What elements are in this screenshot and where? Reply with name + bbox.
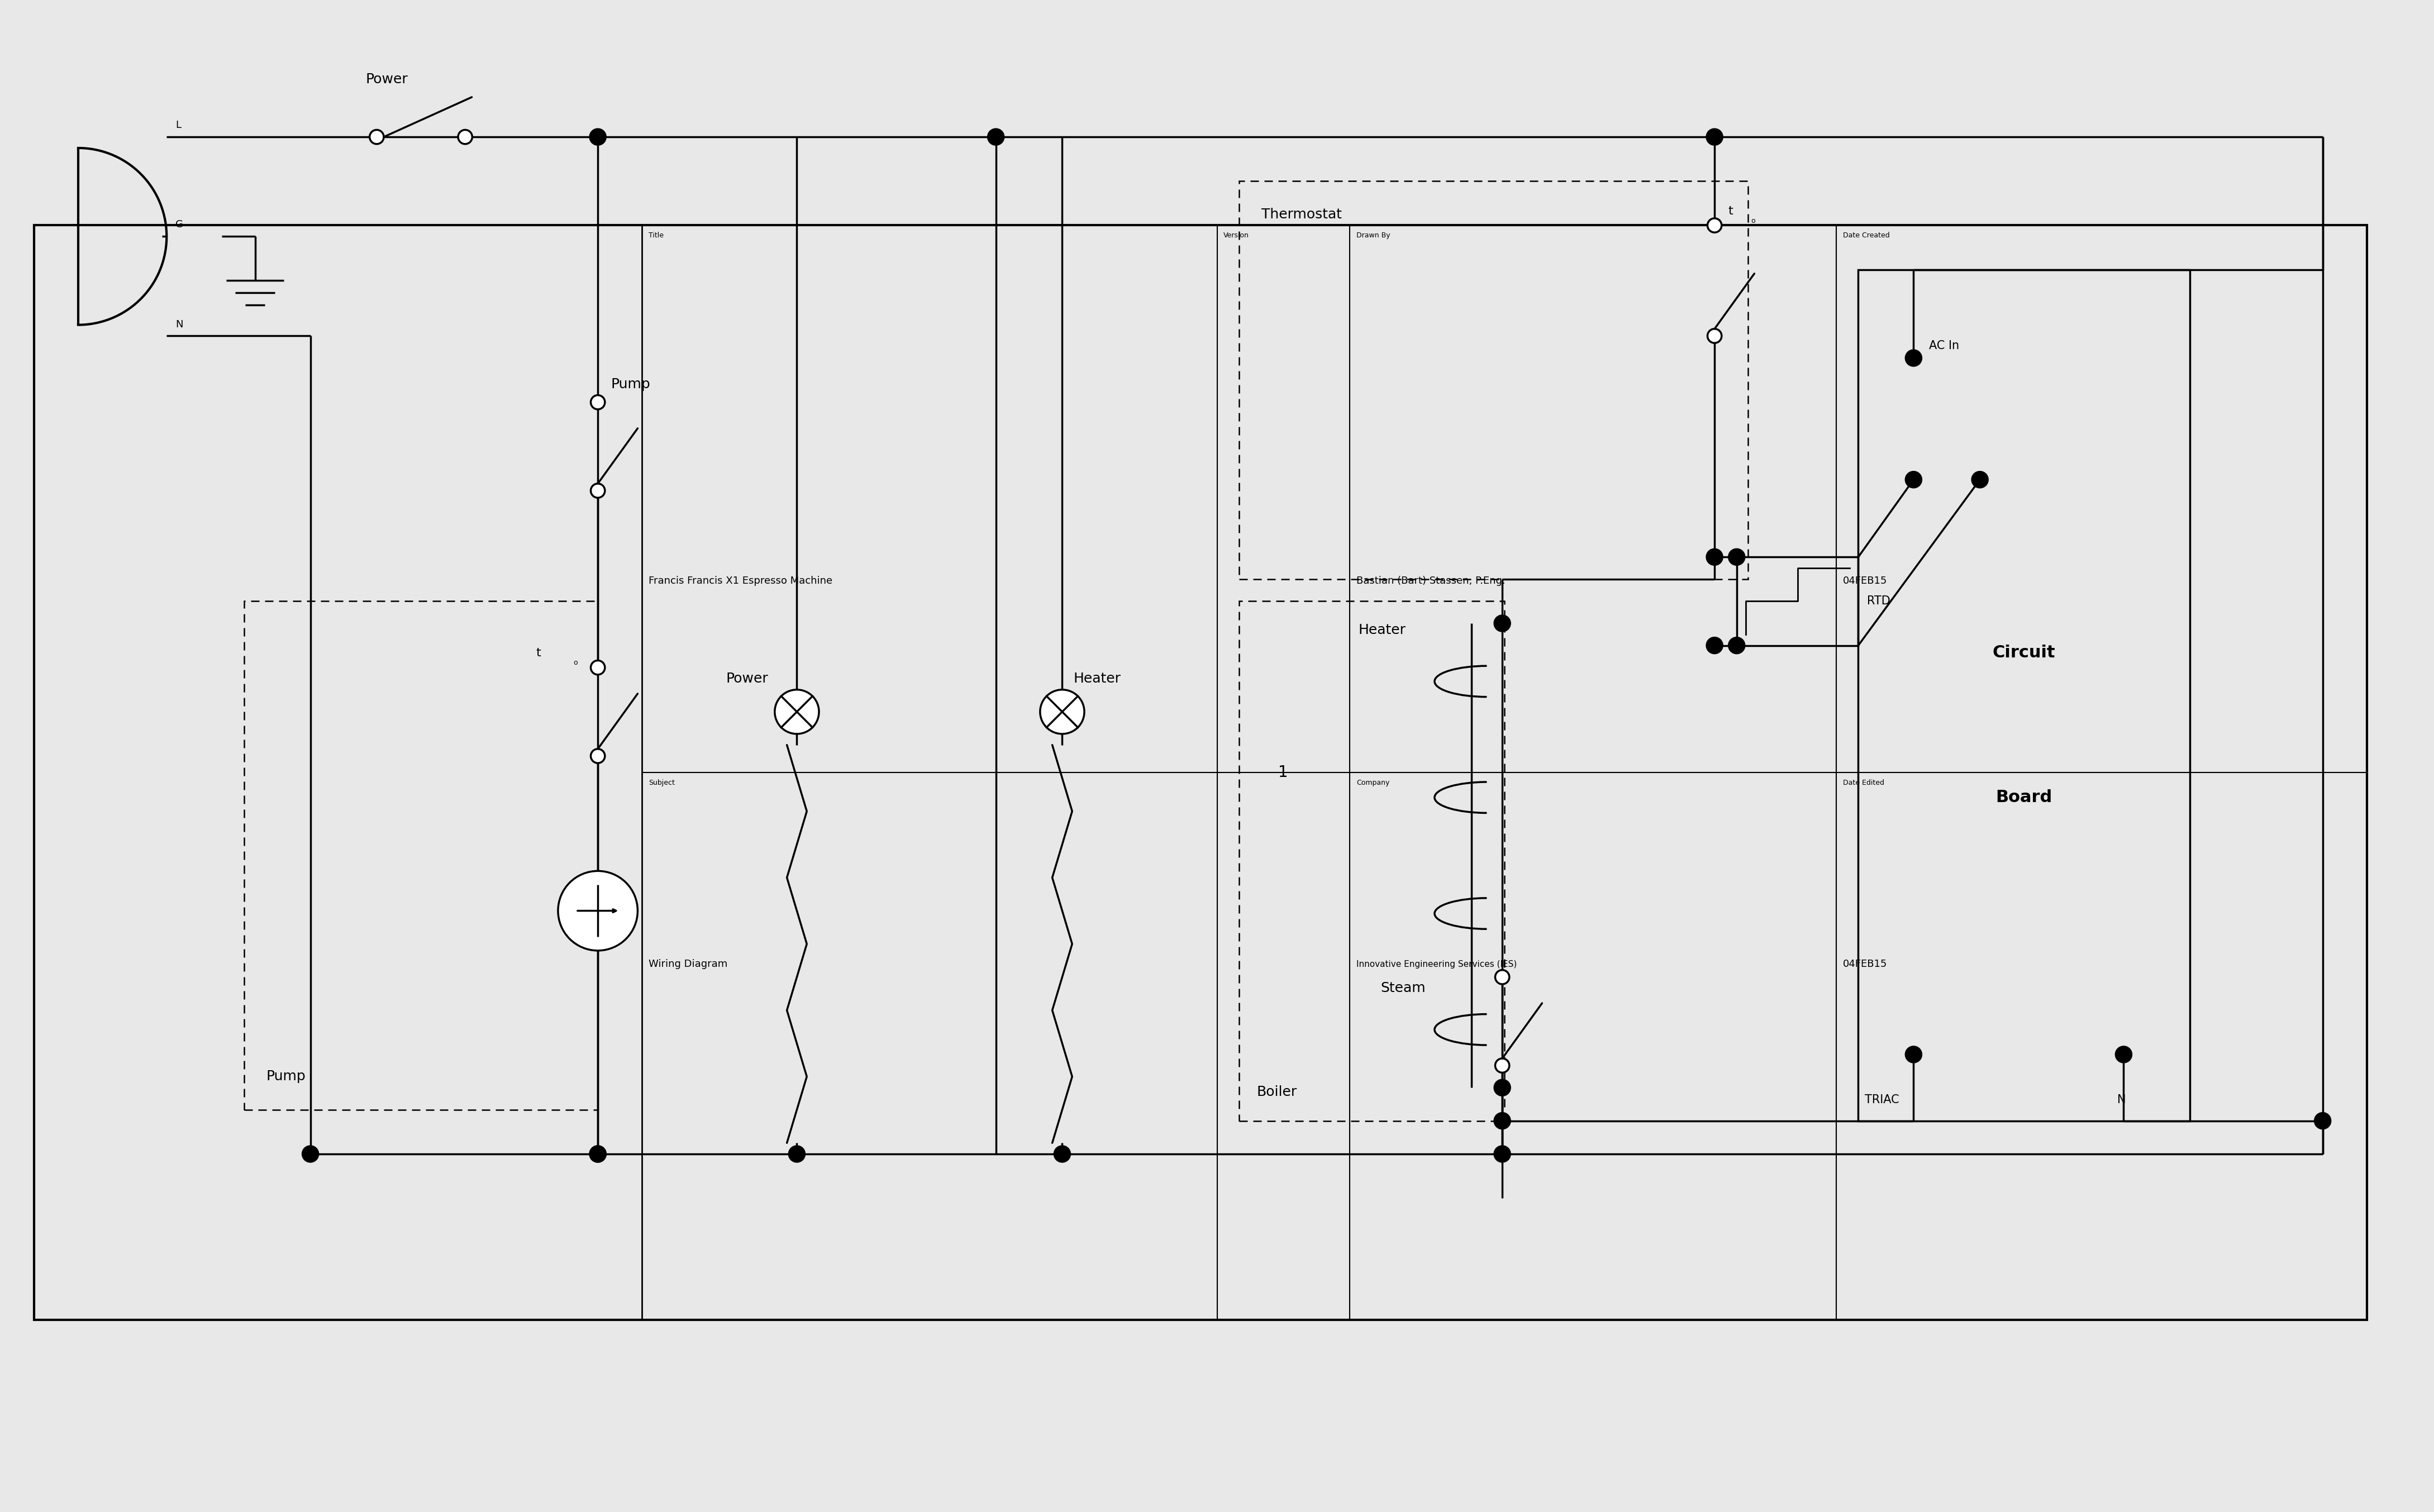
Circle shape <box>589 1146 606 1163</box>
Text: Drawn By: Drawn By <box>1356 231 1390 239</box>
Text: N: N <box>175 319 183 330</box>
Circle shape <box>1906 472 1923 488</box>
Circle shape <box>1706 637 1723 653</box>
Text: Date Edited: Date Edited <box>1843 779 1884 786</box>
Text: Innovative Engineering Services (IES): Innovative Engineering Services (IES) <box>1356 960 1516 968</box>
Text: Power: Power <box>725 671 769 685</box>
Circle shape <box>1709 328 1721 343</box>
Circle shape <box>789 1146 806 1163</box>
Text: N: N <box>2118 1095 2125 1105</box>
Text: 04FEB15: 04FEB15 <box>1843 576 1886 587</box>
Circle shape <box>589 1146 606 1163</box>
Circle shape <box>1906 1046 1923 1063</box>
Text: Steam: Steam <box>1380 981 1426 995</box>
Bar <box>1738 556 1857 646</box>
Circle shape <box>1706 129 1723 145</box>
Bar <box>643 225 2366 1320</box>
Circle shape <box>1494 971 1509 984</box>
Text: Title: Title <box>650 231 664 239</box>
Text: 04FEB15: 04FEB15 <box>1843 959 1886 969</box>
Bar <box>34 225 2366 1320</box>
Text: TRIAC: TRIAC <box>1864 1095 1899 1105</box>
Circle shape <box>591 395 606 410</box>
Text: Thermostat: Thermostat <box>1261 207 1341 221</box>
Text: Board: Board <box>1996 789 2052 806</box>
Circle shape <box>1039 689 1083 733</box>
Circle shape <box>1972 472 1989 488</box>
Text: o: o <box>1750 218 1755 224</box>
Bar <box>1857 269 2191 1120</box>
Circle shape <box>557 871 638 951</box>
Circle shape <box>370 130 385 144</box>
Text: Boiler: Boiler <box>1256 1086 1297 1099</box>
Circle shape <box>1906 349 1923 366</box>
Circle shape <box>2115 1046 2132 1063</box>
Circle shape <box>1494 615 1512 632</box>
Bar <box>1239 602 1504 1120</box>
Circle shape <box>591 748 606 764</box>
Text: Subject: Subject <box>650 779 674 786</box>
Circle shape <box>589 129 606 145</box>
Circle shape <box>1494 1113 1512 1129</box>
Circle shape <box>1494 1058 1509 1072</box>
Text: G: G <box>175 219 183 230</box>
Text: Company: Company <box>1356 779 1390 786</box>
Text: L: L <box>175 121 180 130</box>
Circle shape <box>591 484 606 497</box>
Text: Heater: Heater <box>1358 623 1407 637</box>
Text: o: o <box>574 659 577 667</box>
Text: Pump: Pump <box>265 1070 307 1083</box>
Circle shape <box>1706 549 1723 565</box>
Circle shape <box>591 661 606 674</box>
Circle shape <box>1494 1080 1512 1096</box>
Text: RTD: RTD <box>1867 596 1891 606</box>
Circle shape <box>1728 637 1745 653</box>
Text: Circuit: Circuit <box>1993 644 2057 661</box>
Circle shape <box>1709 218 1721 233</box>
Text: Francis Francis X1 Espresso Machine: Francis Francis X1 Espresso Machine <box>650 576 832 587</box>
Circle shape <box>774 689 818 733</box>
Text: Bastian (Bart) Stassen, P.Eng.: Bastian (Bart) Stassen, P.Eng. <box>1356 576 1504 587</box>
Text: Pump: Pump <box>611 378 650 392</box>
Text: Power: Power <box>365 73 409 86</box>
Bar <box>243 602 599 1110</box>
Circle shape <box>1728 549 1745 565</box>
Bar <box>1239 181 1748 579</box>
Circle shape <box>988 129 1005 145</box>
Text: Heater: Heater <box>1073 671 1120 685</box>
Circle shape <box>1054 1146 1071 1163</box>
Circle shape <box>2315 1113 2332 1129</box>
Circle shape <box>302 1146 319 1163</box>
Text: 1: 1 <box>1278 765 1288 780</box>
Text: t: t <box>1728 206 1733 216</box>
Text: t: t <box>535 647 540 659</box>
Text: AC In: AC In <box>1930 340 1959 351</box>
Text: Version: Version <box>1224 231 1249 239</box>
Text: Date Created: Date Created <box>1843 231 1889 239</box>
Circle shape <box>458 130 472 144</box>
Text: Wiring Diagram: Wiring Diagram <box>650 959 728 969</box>
Circle shape <box>1494 1146 1512 1163</box>
